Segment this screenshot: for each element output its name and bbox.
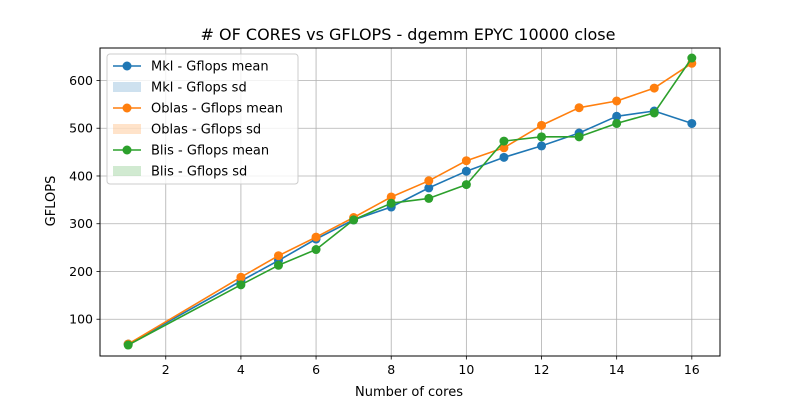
mkl-point [612, 111, 622, 121]
blis-point [311, 245, 321, 255]
oblas-point [424, 176, 434, 186]
mkl-point [687, 118, 697, 128]
blis-point [273, 260, 283, 270]
mkl-point [424, 183, 434, 193]
oblas-point [461, 156, 471, 166]
legend-label: Mkl - Gflops mean [151, 60, 269, 75]
legend-label: Blis - Gflops mean [151, 144, 269, 159]
y-tick-label: 100 [69, 312, 93, 327]
legend-marker-swatch [122, 103, 132, 113]
blis-point [236, 280, 246, 290]
x-tick-label: 6 [312, 362, 320, 377]
y-tick-label: 500 [69, 121, 93, 136]
oblas-point [574, 103, 584, 113]
oblas-line [127, 62, 693, 345]
oblas-point [273, 251, 283, 261]
legend-item-blis-gflops-mean: Blis - Gflops mean [113, 144, 269, 159]
legend-item-blis-gflops-sd: Blis - Gflops sd [113, 165, 247, 180]
legend-label: Mkl - Gflops sd [151, 81, 247, 96]
legend-patch-swatch [113, 166, 141, 176]
oblas-point [612, 96, 622, 106]
mkl-point [499, 152, 509, 162]
oblas-point [499, 143, 509, 153]
legend-marker-swatch [122, 61, 132, 71]
blis-series [123, 53, 697, 350]
legend: Mkl - Gflops mean Mkl - Gflops sd Oblas - … [106, 53, 299, 185]
blis-point [687, 53, 697, 63]
oblas-point [386, 192, 396, 202]
series-group [123, 53, 697, 350]
x-tick-label: 12 [534, 362, 550, 377]
y-tick-label: 300 [69, 216, 93, 231]
blis-point [499, 136, 509, 146]
grid-lines [100, 48, 720, 356]
legend-marker-swatch [122, 145, 132, 155]
y-axis-title: GFLOPS [44, 176, 59, 227]
blis-point [461, 180, 471, 190]
x-tick-label: 10 [458, 362, 474, 377]
legend-patch-swatch [113, 124, 141, 134]
blis-point [574, 132, 584, 142]
legend-box [106, 53, 299, 185]
blis-point [123, 340, 133, 350]
oblas-point [311, 232, 321, 242]
x-tick-label: 16 [684, 362, 700, 377]
blis-point [612, 118, 622, 128]
blis-line [127, 57, 693, 346]
legend-item-mkl-gflops-sd: Mkl - Gflops sd [113, 81, 247, 96]
y-tick-label: 600 [69, 73, 93, 88]
legend-item-mkl-gflops-mean: Mkl - Gflops mean [113, 60, 269, 75]
y-tick-label: 400 [69, 168, 93, 183]
blis-point [349, 215, 359, 225]
x-tick-label: 8 [387, 362, 395, 377]
mkl-line [127, 110, 693, 345]
legend-item-oblas-gflops-sd: Oblas - Gflops sd [113, 123, 261, 138]
chart-title: # OF CORES vs GFLOPS - dgemm EPYC 10000 … [201, 25, 616, 44]
oblas-point [537, 120, 547, 130]
mkl-point [537, 141, 547, 151]
axis-ticks: 2 4 6 8 10 12 14 16 100 200 300 400 500 600 [69, 73, 700, 377]
mkl-point [461, 166, 471, 176]
oblas-point [649, 83, 659, 93]
blis-point [649, 108, 659, 118]
x-tick-label: 14 [609, 362, 625, 377]
plot-area-frame [99, 47, 721, 357]
x-axis-title: Number of cores [355, 385, 463, 400]
oblas-point [236, 272, 246, 282]
x-tick-label: 2 [162, 362, 170, 377]
legend-label: Blis - Gflops sd [151, 165, 247, 180]
blis-point [424, 193, 434, 203]
legend-label: Oblas - Gflops sd [151, 123, 261, 138]
blis-point [537, 132, 547, 142]
legend-item-oblas-gflops-mean: Oblas - Gflops mean [113, 102, 283, 117]
y-tick-label: 200 [69, 264, 93, 279]
x-tick-label: 4 [237, 362, 245, 377]
legend-label: Oblas - Gflops mean [151, 102, 283, 117]
blis-point [386, 198, 396, 208]
legend-patch-swatch [113, 82, 141, 92]
